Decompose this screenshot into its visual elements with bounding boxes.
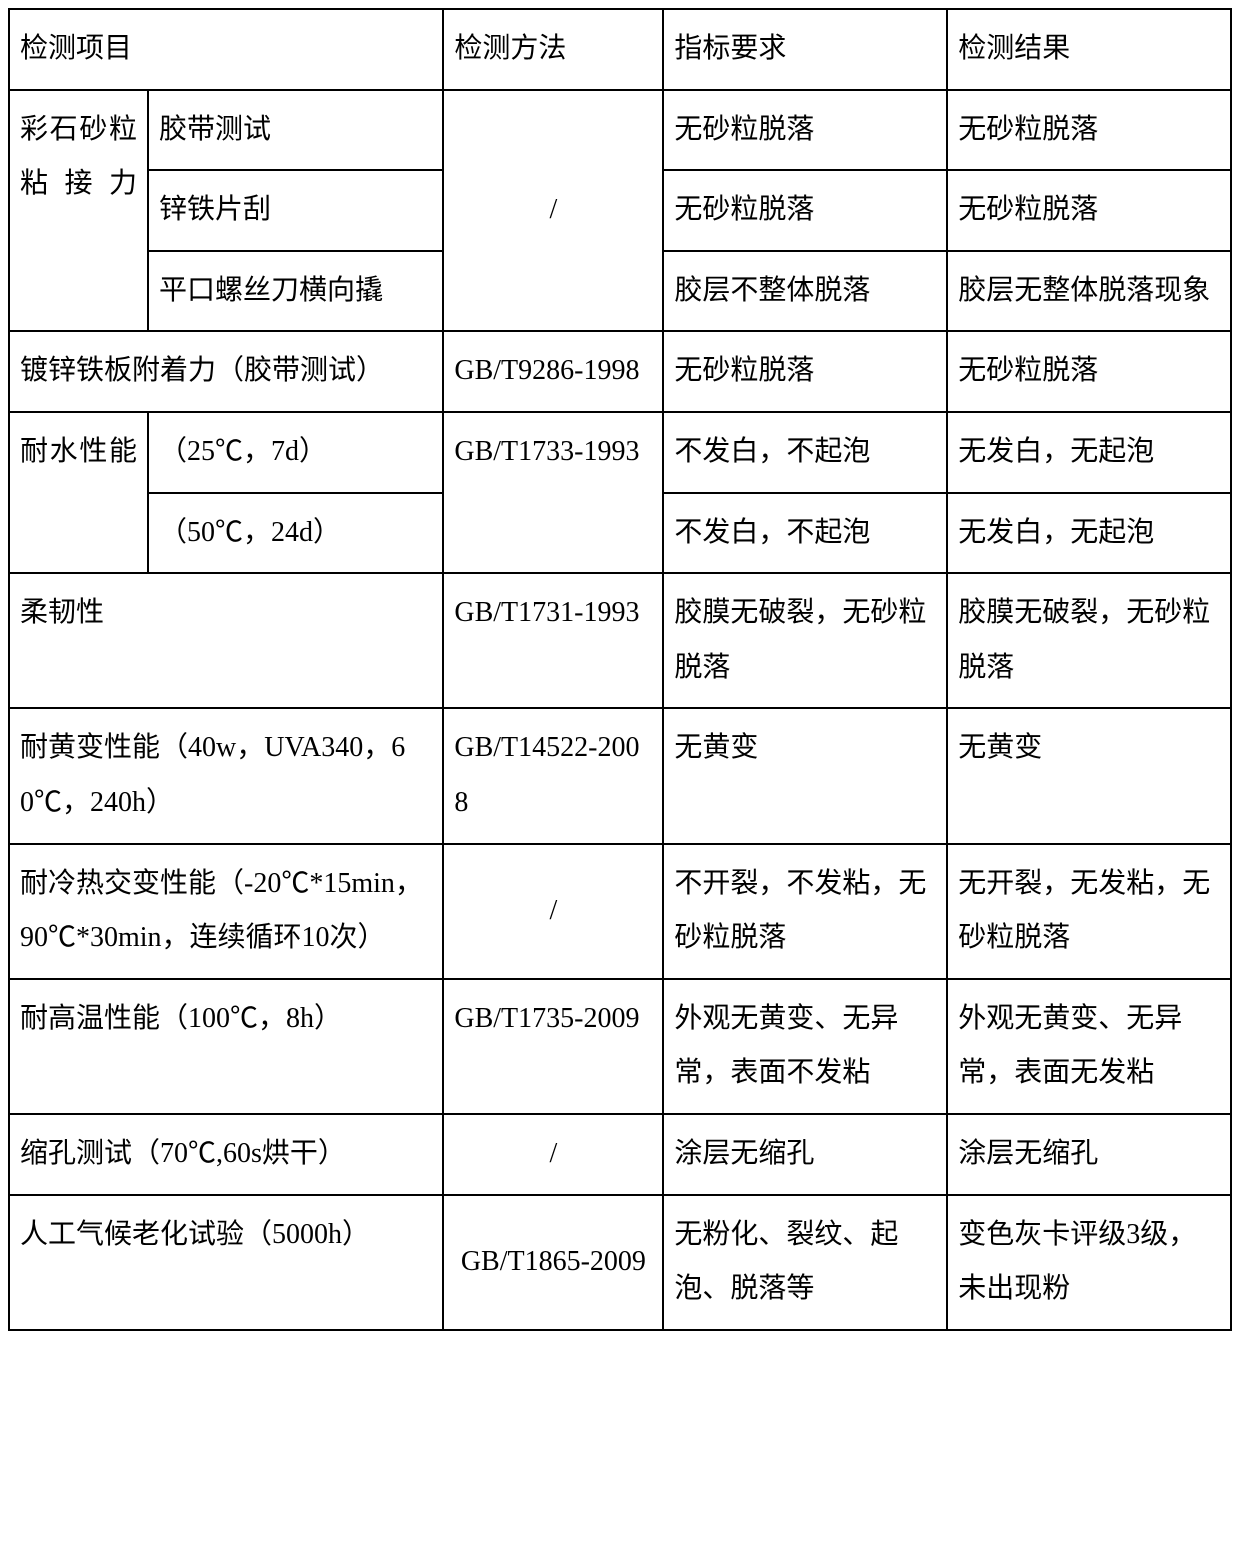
- page: 检测项目 检测方法 指标要求 检测结果 彩石砂粒粘接力 胶带测试 / 无砂粒脱落…: [0, 0, 1240, 1339]
- cell-result: 无发白，无起泡: [947, 493, 1231, 574]
- cell-requirement: 无粉化、裂纹、起泡、脱落等: [663, 1195, 947, 1330]
- table-row: 镀锌铁板附着力（胶带测试） GB/T9286-1998 无砂粒脱落 无砂粒脱落: [9, 331, 1231, 412]
- cell-method: GB/T9286-1998: [443, 331, 663, 412]
- cell-result: 无砂粒脱落: [947, 90, 1231, 171]
- cell-requirement: 胶膜无破裂，无砂粒脱落: [663, 573, 947, 708]
- cell-result: 无砂粒脱落: [947, 170, 1231, 251]
- cell-sub-label: （50℃，24d）: [148, 493, 443, 574]
- cell-requirement: 外观无黄变、无异常，表面不发粘: [663, 979, 947, 1114]
- cell-label: 人工气候老化试验（5000h）: [9, 1195, 443, 1330]
- cell-method: /: [443, 90, 663, 332]
- cell-requirement: 不开裂，不发粘，无砂粒脱落: [663, 844, 947, 979]
- cell-result: 胶层无整体脱落现象: [947, 251, 1231, 332]
- cell-method: /: [443, 844, 663, 979]
- cell-label: 缩孔测试（70℃,60s烘干）: [9, 1114, 443, 1195]
- table-row: 柔韧性 GB/T1731-1993 胶膜无破裂，无砂粒脱落 胶膜无破裂，无砂粒脱…: [9, 573, 1231, 708]
- table-row: 彩石砂粒粘接力 胶带测试 / 无砂粒脱落 无砂粒脱落: [9, 90, 1231, 171]
- table-row: 耐冷热交变性能（-20℃*15min，90℃*30min，连续循环10次） / …: [9, 844, 1231, 979]
- cell-method: GB/T1735-2009: [443, 979, 663, 1114]
- cell-label: 柔韧性: [9, 573, 443, 708]
- cell-result: 无砂粒脱落: [947, 331, 1231, 412]
- cell-method: GB/T14522-2008: [443, 708, 663, 843]
- cell-result: 胶膜无破裂，无砂粒脱落: [947, 573, 1231, 708]
- cell-requirement: 无砂粒脱落: [663, 90, 947, 171]
- cell-result: 变色灰卡评级3级，未出现粉: [947, 1195, 1231, 1330]
- test-results-table: 检测项目 检测方法 指标要求 检测结果 彩石砂粒粘接力 胶带测试 / 无砂粒脱落…: [8, 8, 1232, 1331]
- cell-label: 耐黄变性能（40w，UVA340，60℃，240h）: [9, 708, 443, 843]
- cell-result: 无黄变: [947, 708, 1231, 843]
- cell-sub-label: 平口螺丝刀横向撬: [148, 251, 443, 332]
- cell-result: 无发白，无起泡: [947, 412, 1231, 493]
- table-row: 缩孔测试（70℃,60s烘干） / 涂层无缩孔 涂层无缩孔: [9, 1114, 1231, 1195]
- cell-label: 耐冷热交变性能（-20℃*15min，90℃*30min，连续循环10次）: [9, 844, 443, 979]
- cell-label: 耐高温性能（100℃，8h）: [9, 979, 443, 1114]
- group-label-water: 耐水性能: [9, 412, 148, 573]
- header-result: 检测结果: [947, 9, 1231, 90]
- cell-result: 外观无黄变、无异常，表面无发粘: [947, 979, 1231, 1114]
- cell-method: GB/T1733-1993: [443, 412, 663, 573]
- header-item: 检测项目: [9, 9, 443, 90]
- cell-method: GB/T1731-1993: [443, 573, 663, 708]
- table-row: 耐黄变性能（40w，UVA340，60℃，240h） GB/T14522-200…: [9, 708, 1231, 843]
- cell-requirement: 无砂粒脱落: [663, 331, 947, 412]
- header-method: 检测方法: [443, 9, 663, 90]
- cell-result: 无开裂，无发粘，无砂粒脱落: [947, 844, 1231, 979]
- cell-requirement: 无砂粒脱落: [663, 170, 947, 251]
- cell-label: 镀锌铁板附着力（胶带测试）: [9, 331, 443, 412]
- cell-result: 涂层无缩孔: [947, 1114, 1231, 1195]
- cell-requirement: 不发白，不起泡: [663, 412, 947, 493]
- cell-requirement: 无黄变: [663, 708, 947, 843]
- table-header-row: 检测项目 检测方法 指标要求 检测结果: [9, 9, 1231, 90]
- group-label-adhesion: 彩石砂粒粘接力: [9, 90, 148, 332]
- cell-requirement: 胶层不整体脱落: [663, 251, 947, 332]
- table-row: 耐高温性能（100℃，8h） GB/T1735-2009 外观无黄变、无异常，表…: [9, 979, 1231, 1114]
- cell-sub-label: 锌铁片刮: [148, 170, 443, 251]
- table-row: 耐水性能 （25℃，7d） GB/T1733-1993 不发白，不起泡 无发白，…: [9, 412, 1231, 493]
- cell-requirement: 涂层无缩孔: [663, 1114, 947, 1195]
- cell-method: GB/T1865-2009: [443, 1195, 663, 1330]
- cell-sub-label: （25℃，7d）: [148, 412, 443, 493]
- header-requirement: 指标要求: [663, 9, 947, 90]
- cell-sub-label: 胶带测试: [148, 90, 443, 171]
- cell-method: /: [443, 1114, 663, 1195]
- table-row: 人工气候老化试验（5000h） GB/T1865-2009 无粉化、裂纹、起泡、…: [9, 1195, 1231, 1330]
- cell-requirement: 不发白，不起泡: [663, 493, 947, 574]
